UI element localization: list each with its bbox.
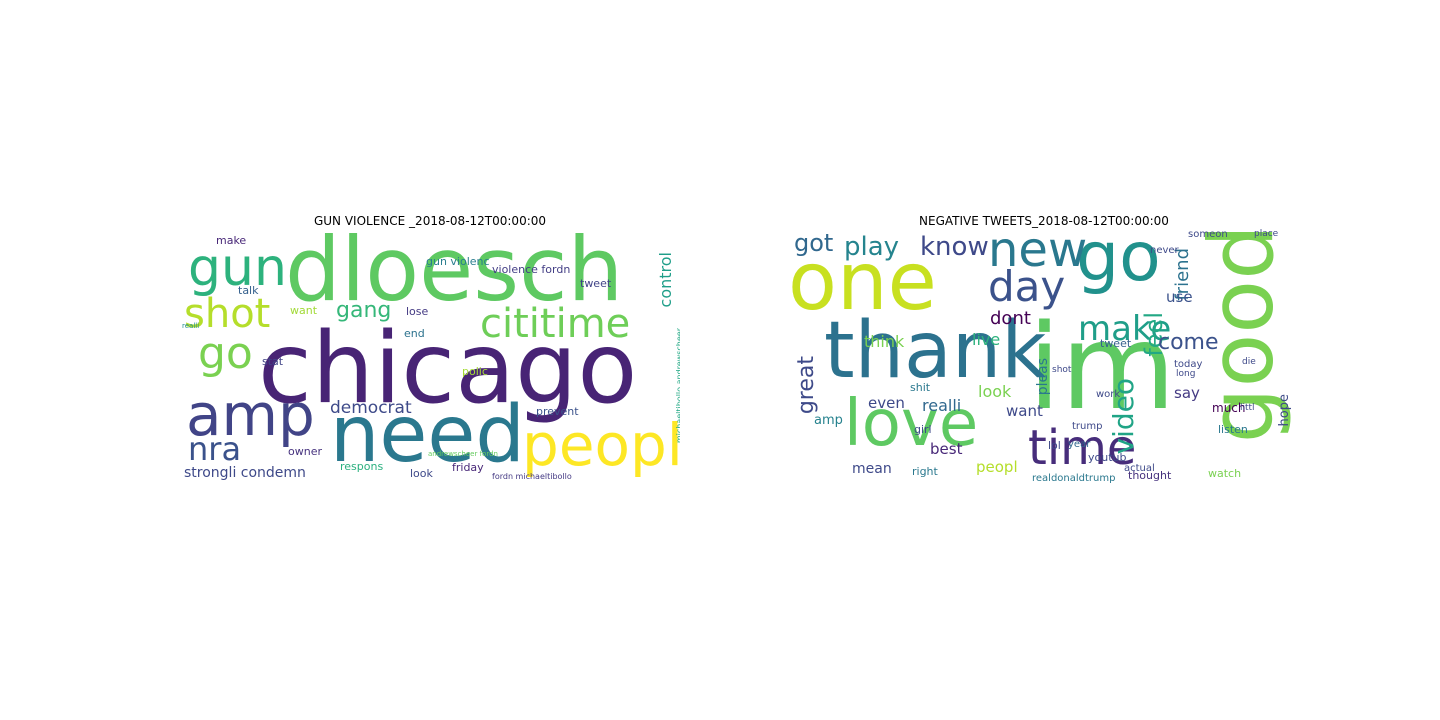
cloud-word: look xyxy=(410,467,433,480)
cloud-word: stat xyxy=(262,355,284,368)
cloud-word: die xyxy=(1242,357,1256,367)
cloud-word: look xyxy=(978,382,1012,401)
cloud-word: want xyxy=(290,304,318,317)
cloud-word: make xyxy=(216,234,247,247)
cloud-word: gun xyxy=(188,238,287,298)
cloud-word: strongli condemn xyxy=(184,465,306,481)
cloud-word: think xyxy=(864,332,905,351)
cloud-word: day xyxy=(988,262,1066,311)
cloud-word: im xyxy=(1028,298,1176,436)
cloud-word: make xyxy=(1078,309,1172,349)
cloud-word: gun violenc xyxy=(426,255,490,268)
cloud-word: today xyxy=(1174,359,1203,370)
cloud-word: lol xyxy=(1048,439,1061,452)
cloud-word: violence fordn xyxy=(492,263,571,276)
cloud-word: someon xyxy=(1188,229,1228,240)
cloud-word: friday xyxy=(452,461,484,474)
cloud-word: littl xyxy=(1240,403,1255,413)
cloud-word: dont xyxy=(990,308,1031,329)
right-cloud-title: NEGATIVE TWEETS_2018-08-12T00:00:00 xyxy=(919,214,1169,228)
cloud-word: lose xyxy=(406,305,429,318)
cloud-word: nra xyxy=(188,430,242,468)
cloud-word: amp xyxy=(186,381,315,449)
cloud-word: tweet xyxy=(1100,337,1132,350)
cloud-word: fordn michaeltibollo xyxy=(492,472,572,481)
cloud-word: time xyxy=(1028,420,1137,476)
cloud-word: mean xyxy=(852,461,892,477)
left-cloud-title: GUN VIOLENCE _2018-08-12T00:00:00 xyxy=(313,214,547,228)
cloud-word: even xyxy=(868,394,905,412)
cloud-word: want xyxy=(1006,402,1043,420)
cloud-word: actual xyxy=(1124,463,1155,474)
cloud-word: live xyxy=(972,330,1001,349)
cloud-word: great xyxy=(794,356,819,415)
cloud-word: come xyxy=(1158,330,1219,355)
cloud-word: thank xyxy=(824,306,1047,396)
cloud-word: best xyxy=(930,440,963,458)
cloud-word: shot xyxy=(1052,365,1072,375)
cloud-word: got xyxy=(794,229,834,257)
cloud-word: cititime xyxy=(480,301,631,347)
cloud-word: shit xyxy=(910,381,931,394)
cloud-word: realli xyxy=(182,322,200,330)
cloud-word: dloesch xyxy=(285,228,624,321)
cloud-word: realdonaldtrump xyxy=(1032,473,1116,484)
cloud-word: never xyxy=(1150,245,1179,256)
cloud-word: love xyxy=(844,387,979,461)
left-word-cloud: dloesch chicago need gun amp peopl citit… xyxy=(180,228,680,483)
cloud-word: peopl xyxy=(522,411,680,479)
cloud-word: say xyxy=(1174,384,1200,402)
cloud-word: peopl xyxy=(976,458,1018,476)
cloud-word: tweet xyxy=(580,277,612,290)
cloud-word: work xyxy=(1096,389,1121,400)
cloud-word: amp xyxy=(814,413,843,428)
cloud-word: long xyxy=(1176,369,1196,379)
cloud-word: thought xyxy=(1128,469,1172,482)
cloud-word: use xyxy=(1166,288,1193,306)
cloud-word: end xyxy=(404,327,425,340)
cloud-word: gang xyxy=(336,298,392,323)
cloud-word: year xyxy=(1068,439,1091,450)
cloud-word: play xyxy=(844,232,900,262)
cloud-word: democrat xyxy=(330,398,412,418)
right-word-cloud: im good thank one go love new time day m… xyxy=(792,228,1296,483)
cloud-word: trump xyxy=(1072,421,1103,432)
cloud-word: pleas xyxy=(1035,358,1051,396)
cloud-word: listen xyxy=(1218,423,1248,436)
cloud-word: respons xyxy=(340,460,384,473)
cloud-word: go xyxy=(198,328,253,379)
cloud-word: one xyxy=(792,235,937,328)
cloud-word: right xyxy=(912,465,938,478)
cloud-word: prevent xyxy=(536,405,579,418)
cloud-word: know xyxy=(920,232,989,262)
cloud-word: place xyxy=(1254,229,1279,239)
cloud-word: girl xyxy=(914,423,932,436)
cloud-word: michaeltibollo andrewscheer xyxy=(675,328,680,444)
cloud-word: realli xyxy=(922,396,962,415)
cloud-word: youtub xyxy=(1088,451,1127,464)
cloud-word: new xyxy=(988,228,1088,278)
cloud-word: watch xyxy=(1208,467,1242,480)
cloud-word: talk xyxy=(238,284,259,297)
cloud-word: hope xyxy=(1277,394,1292,427)
cloud-word: chicago xyxy=(258,312,638,426)
cloud-word: need xyxy=(330,390,525,480)
cloud-word: control xyxy=(656,252,675,308)
cloud-word: polic xyxy=(462,365,488,378)
cloud-word: owner xyxy=(288,445,322,458)
cloud-word: much xyxy=(1212,401,1246,415)
cloud-word: andrewscheer fordn xyxy=(428,450,498,458)
cloud-word: shot xyxy=(184,291,271,337)
cloud-word: go xyxy=(1076,228,1161,297)
